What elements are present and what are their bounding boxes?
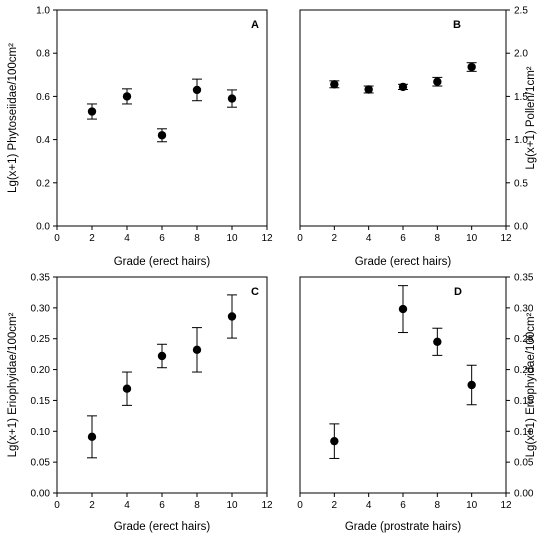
- panel-d-x-tick-label: 6: [400, 500, 406, 511]
- panel-d-y-tick-label: 0.30: [514, 303, 534, 314]
- panel-b-y-tick-label: 2.0: [514, 49, 528, 60]
- panel-b-x-tick-label: 0: [297, 233, 303, 244]
- panel-d-xlabel: Grade (prostrate hairs): [345, 521, 461, 533]
- panel-b-x-tick-label: 12: [500, 233, 512, 244]
- panel-b-x-tick-label: 6: [400, 233, 406, 244]
- panel-a-y-tick-label: 0.8: [36, 49, 50, 60]
- panel-c-xlabel: Grade (erect hairs): [114, 521, 211, 533]
- panel-d-y-tick-label: 0.35: [514, 273, 534, 284]
- panel-c-plot-frame: [56, 276, 268, 494]
- panel-c-y-tick-label: 0.30: [31, 303, 51, 314]
- panel-d-y-tick-label: 0.00: [514, 489, 534, 500]
- panel-d: Grade (prostrate hairs) Lg(x+1) Eriophyi…: [297, 273, 537, 534]
- panel-c-data-point: [157, 351, 167, 361]
- panel-c-x-tick-label: 10: [226, 500, 238, 511]
- panel-c-letter: C: [251, 286, 259, 298]
- panel-c-y-tick-label: 0.00: [31, 489, 51, 500]
- panel-c-x-tick-label: 6: [159, 500, 165, 511]
- panel-a: Grade (erect hairs) Lg(x+1) Phytoseiidae…: [7, 6, 273, 269]
- panel-b-data-point: [330, 80, 339, 89]
- panel-a-xlabel: Grade (erect hairs): [114, 256, 211, 268]
- panel-a-x-tick-label: 10: [226, 233, 238, 244]
- panel-c-data-point: [122, 384, 132, 393]
- panel-c-y-tick-label: 0.25: [31, 334, 51, 345]
- panel-a-x-tick-label: 8: [194, 233, 200, 244]
- panel-d-y-tick-label: 0.20: [514, 365, 534, 376]
- panel-d-x-tick-label: 12: [500, 500, 512, 511]
- panel-b-letter: B: [453, 19, 461, 31]
- panel-d-y-tick-label: 0.10: [514, 427, 534, 438]
- panel-b: Grade (erect hairs) Lg(x+1) Pollen/1cm² …: [297, 6, 537, 269]
- panel-c-y-tick-label: 0.35: [31, 273, 51, 284]
- panel-a-x-tick-label: 4: [124, 233, 130, 244]
- panel-d-x-tick-label: 8: [435, 500, 441, 511]
- panel-d-x-tick-label: 4: [366, 500, 372, 511]
- panel-b-ylabel: Lg(x+1) Pollen/1cm²: [525, 66, 537, 169]
- panel-c-x-tick-label: 0: [54, 500, 60, 511]
- panel-d-data-point: [330, 436, 339, 446]
- panel-d-letter: D: [454, 286, 462, 298]
- panel-c-data-point: [192, 345, 202, 355]
- panel-b-x-tick-label: 8: [435, 233, 441, 244]
- panel-b-x-tick-label: 4: [366, 233, 372, 244]
- panel-d-data-point: [398, 304, 408, 314]
- panel-b-data-point: [433, 77, 442, 86]
- panel-c-y-tick-label: 0.05: [31, 458, 51, 469]
- panel-c-data-point: [87, 432, 97, 442]
- panel-a-letter: A: [251, 19, 259, 31]
- panel-c-x-tick-label: 8: [194, 500, 200, 511]
- panel-c-y-tick-label: 0.10: [31, 427, 51, 438]
- panel-a-data-point: [87, 107, 97, 116]
- panel-d-y-tick-label: 0.05: [514, 458, 534, 469]
- panel-d-data-point: [467, 380, 476, 390]
- panel-a-x-tick-label: 6: [159, 233, 165, 244]
- panel-d-ylabel: Lg(x+1) Eriophyidae/100cm²: [525, 312, 537, 457]
- panel-a-y-tick-label: 0.6: [36, 92, 50, 103]
- panel-b-y-tick-label: 0.0: [514, 222, 528, 233]
- panel-c-x-tick-label: 4: [124, 500, 130, 511]
- panel-c-data-point: [227, 312, 237, 321]
- panel-b-data-point: [364, 85, 373, 94]
- panel-c-x-tick-label: 12: [261, 500, 273, 511]
- panel-b-xlabel: Grade (erect hairs): [355, 256, 452, 268]
- panel-a-x-tick-label: 12: [261, 233, 273, 244]
- panel-b-data-point: [398, 82, 408, 92]
- panel-c-y-tick-label: 0.15: [31, 396, 51, 407]
- panel-b-x-tick-label: 10: [466, 233, 478, 244]
- panel-a-data-point: [122, 92, 132, 101]
- panel-b-y-tick-label: 1.5: [514, 92, 528, 103]
- panel-a-data-point: [192, 85, 202, 95]
- panel-a-ylabel: Lg(x+1) Phytoseiidae/100cm²: [7, 43, 19, 193]
- panel-b-x-tick-label: 2: [332, 233, 338, 244]
- panel-a-y-tick-label: 1.0: [36, 6, 50, 17]
- panel-a-y-tick-label: 0.0: [36, 222, 50, 233]
- panel-d-data-point: [433, 337, 442, 346]
- panel-a-y-tick-label: 0.2: [36, 178, 50, 189]
- panel-a-data-point: [227, 94, 237, 103]
- panel-c-ylabel: Lg(x+1) Eriophyidae/100cm²: [7, 312, 19, 457]
- panel-d-y-tick-label: 0.25: [514, 334, 534, 345]
- panel-a-plot-frame: [56, 9, 268, 227]
- panel-a-data-point: [157, 131, 167, 140]
- panel-a-y-tick-label: 0.4: [36, 135, 50, 146]
- panel-c-y-tick-label: 0.20: [31, 365, 51, 376]
- panel-b-y-tick-label: 2.5: [514, 6, 528, 17]
- panel-d-y-tick-label: 0.15: [514, 396, 534, 407]
- panel-d-x-tick-label: 2: [332, 500, 338, 511]
- panel-d-x-tick-label: 0: [297, 500, 303, 511]
- panel-b-data-point: [467, 62, 476, 72]
- panel-d-x-tick-label: 10: [466, 500, 478, 511]
- panel-b-y-tick-label: 0.5: [514, 178, 528, 189]
- panel-b-y-tick-label: 1.0: [514, 135, 528, 146]
- panel-b-plot-frame: [299, 9, 507, 227]
- panel-c-x-tick-label: 2: [89, 500, 95, 511]
- panel-a-x-tick-label: 2: [89, 233, 95, 244]
- panel-c: Grade (erect hairs) Lg(x+1) Eriophyidae/…: [7, 273, 273, 534]
- panel-a-x-tick-label: 0: [54, 233, 60, 244]
